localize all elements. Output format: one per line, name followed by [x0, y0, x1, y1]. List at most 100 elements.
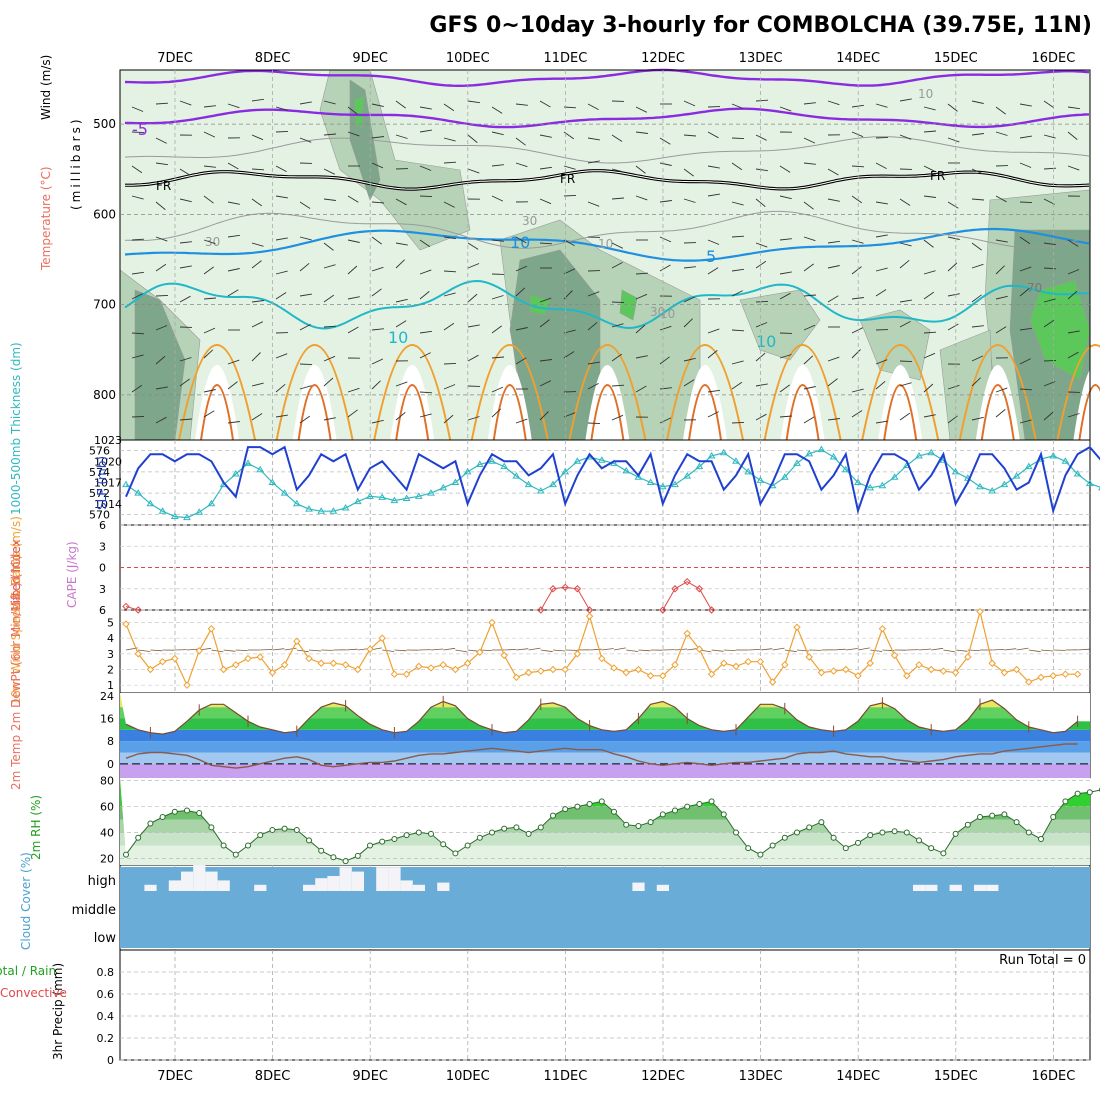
wind-barb: [659, 236, 672, 243]
surface-barb: [1028, 649, 1041, 653]
wind-barb: [707, 350, 718, 359]
wind-barb: [755, 99, 769, 102]
thickness-line-point: [890, 473, 899, 480]
wind-speed-line-point: [598, 654, 606, 663]
wind-speed-line-point: [366, 645, 374, 653]
wind-barb: [203, 266, 214, 275]
rh-tick: 40: [100, 827, 114, 840]
rh-line-point: [415, 829, 422, 836]
rh-line-point: [537, 824, 544, 831]
wind-speed-line-point: [1025, 678, 1033, 686]
surface-barb: [1016, 647, 1029, 651]
li-point: [537, 606, 545, 614]
temp-band-0: [120, 763, 1090, 778]
thickness-line-point: [439, 483, 448, 491]
wind-barb: [707, 389, 720, 393]
wind-barb: [851, 410, 863, 418]
wind-barb: [467, 263, 480, 269]
wind-barb: [731, 137, 745, 140]
wind-barb: [587, 291, 600, 297]
wind-barb: [275, 237, 288, 241]
wind-barb: [779, 195, 792, 200]
contour-label: 10: [510, 233, 530, 252]
upper-contours: [124, 68, 1100, 441]
rh-line-point: [513, 824, 520, 831]
wind-barb: [779, 354, 792, 359]
day-label-bottom: 13DEC: [739, 1069, 783, 1084]
wind-speed-line-point: [158, 657, 167, 666]
wind-barb: [803, 355, 814, 365]
wind-barb: [563, 351, 575, 359]
rh-line-point: [562, 806, 569, 813]
wind-speed-line-point: [171, 654, 179, 663]
wind-speed-line-point: [964, 653, 972, 661]
rh-line-point: [123, 851, 129, 858]
contour-label: 10: [388, 328, 408, 347]
rh-line-point: [391, 836, 398, 843]
wind-barb: [587, 103, 599, 110]
rh-line-point: [611, 808, 617, 815]
high-cloud-bar: [217, 880, 230, 891]
rh-line-point: [842, 845, 849, 852]
thickness-line-point: [658, 482, 667, 490]
wind-barb: [803, 416, 815, 424]
wind-barb: [347, 239, 360, 243]
temp-band-1: [120, 752, 1090, 764]
wind-barb: [395, 198, 407, 206]
wind-barb: [203, 105, 216, 108]
rh-line-point: [977, 813, 983, 820]
wind-barb: [683, 198, 696, 203]
wind-barb: [995, 106, 1006, 115]
wind-barb: [827, 378, 838, 387]
wind-barb: [827, 265, 840, 269]
wind-barb: [851, 388, 864, 393]
wind-barb: [275, 353, 288, 359]
wind-barb: [1067, 351, 1079, 359]
wind-barb: [1043, 381, 1056, 387]
wind-barb: [707, 131, 719, 139]
wind-barb: [803, 263, 814, 272]
wind-barb: [251, 413, 263, 421]
wind-barb: [971, 355, 984, 362]
surface-barb: [857, 647, 870, 651]
wind-barb: [419, 239, 431, 248]
rh-line-point: [196, 810, 203, 817]
wind-barb: [683, 100, 696, 107]
high-cloud-bar: [351, 871, 364, 891]
thickness-tick: 574: [89, 466, 110, 479]
rh-line-point: [440, 841, 447, 848]
li-point: [695, 585, 704, 593]
wind-barb: [515, 265, 528, 272]
wind-barb: [731, 381, 743, 390]
wind-speed-line-point: [695, 645, 704, 653]
rh-line-point: [306, 837, 312, 844]
li-series-1: [540, 586, 591, 611]
wind-barb: [155, 162, 168, 166]
wind-barb: [659, 387, 672, 390]
temp-bump-7: [861, 344, 940, 441]
wind-speed-line-point: [988, 659, 996, 667]
wind-barb: [875, 103, 888, 108]
rh-line-point: [208, 824, 215, 831]
thickness-line-point: [207, 499, 216, 507]
wind-speed-line-point: [866, 659, 874, 667]
day-label-top: 13DEC: [739, 51, 783, 66]
temp-mask: [120, 693, 1090, 735]
wind-barb: [227, 201, 240, 205]
rh-line-point: [1086, 789, 1093, 796]
wind-barb: [131, 195, 144, 200]
rh-line-point: [403, 832, 410, 839]
wind-speed-line-point: [732, 662, 740, 671]
li-point: [561, 583, 569, 592]
wind-tick: 3: [107, 648, 114, 661]
thickness-line-point: [1049, 451, 1058, 459]
slp-thickness-label: 1000-500mb Thickness (dm): [9, 342, 23, 515]
wind-barb: [251, 352, 261, 362]
wind-barb: [443, 270, 457, 273]
temp-bump-4: [568, 344, 647, 441]
wind-barb: [179, 418, 193, 421]
wind-speed-line-point: [634, 665, 643, 674]
cyan-contour-10: [124, 279, 1089, 330]
thickness-line-point: [732, 457, 740, 464]
